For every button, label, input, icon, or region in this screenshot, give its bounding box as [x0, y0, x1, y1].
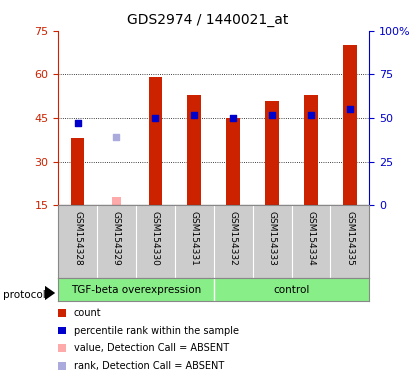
Bar	[226, 118, 240, 205]
Text: count: count	[74, 308, 102, 318]
Point	[152, 115, 159, 121]
Text: GDS2974 / 1440021_at: GDS2974 / 1440021_at	[127, 13, 288, 27]
Text: GSM154330: GSM154330	[151, 211, 160, 266]
Text: GSM154331: GSM154331	[190, 211, 199, 266]
Bar	[188, 95, 201, 205]
Text: GSM154328: GSM154328	[73, 211, 82, 266]
Bar	[112, 197, 120, 205]
Bar	[149, 77, 162, 205]
Bar	[71, 139, 84, 205]
Point	[308, 111, 314, 118]
Text: rank, Detection Call = ABSENT: rank, Detection Call = ABSENT	[74, 361, 224, 371]
Text: GSM154332: GSM154332	[229, 211, 238, 266]
Point	[230, 115, 237, 121]
Bar	[265, 101, 279, 205]
Point	[74, 120, 81, 126]
Text: GSM154333: GSM154333	[268, 211, 276, 266]
Text: value, Detection Call = ABSENT: value, Detection Call = ABSENT	[74, 343, 229, 353]
Text: GSM154335: GSM154335	[345, 211, 354, 266]
Text: GSM154334: GSM154334	[307, 211, 315, 266]
Bar	[343, 45, 357, 205]
Polygon shape	[45, 286, 55, 300]
Text: control: control	[273, 285, 310, 295]
Bar	[304, 95, 318, 205]
Point	[113, 134, 120, 141]
Text: percentile rank within the sample: percentile rank within the sample	[74, 326, 239, 336]
Point	[191, 111, 198, 118]
Point	[269, 111, 276, 118]
Text: protocol: protocol	[3, 290, 46, 300]
Text: TGF-beta overexpression: TGF-beta overexpression	[71, 285, 201, 295]
Text: GSM154329: GSM154329	[112, 211, 121, 266]
Point	[347, 106, 353, 113]
